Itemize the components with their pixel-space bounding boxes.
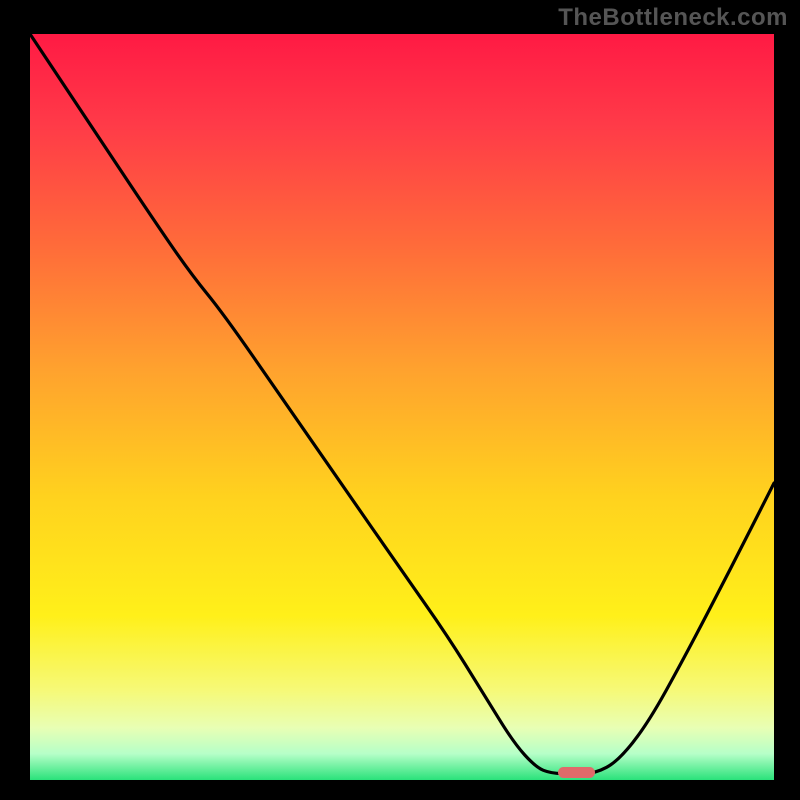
plot-area — [30, 34, 774, 780]
bottleneck-curve — [30, 34, 774, 780]
watermark-text: TheBottleneck.com — [558, 4, 788, 32]
optimal-marker — [558, 767, 595, 779]
chart-root: TheBottleneck.com — [0, 0, 800, 800]
